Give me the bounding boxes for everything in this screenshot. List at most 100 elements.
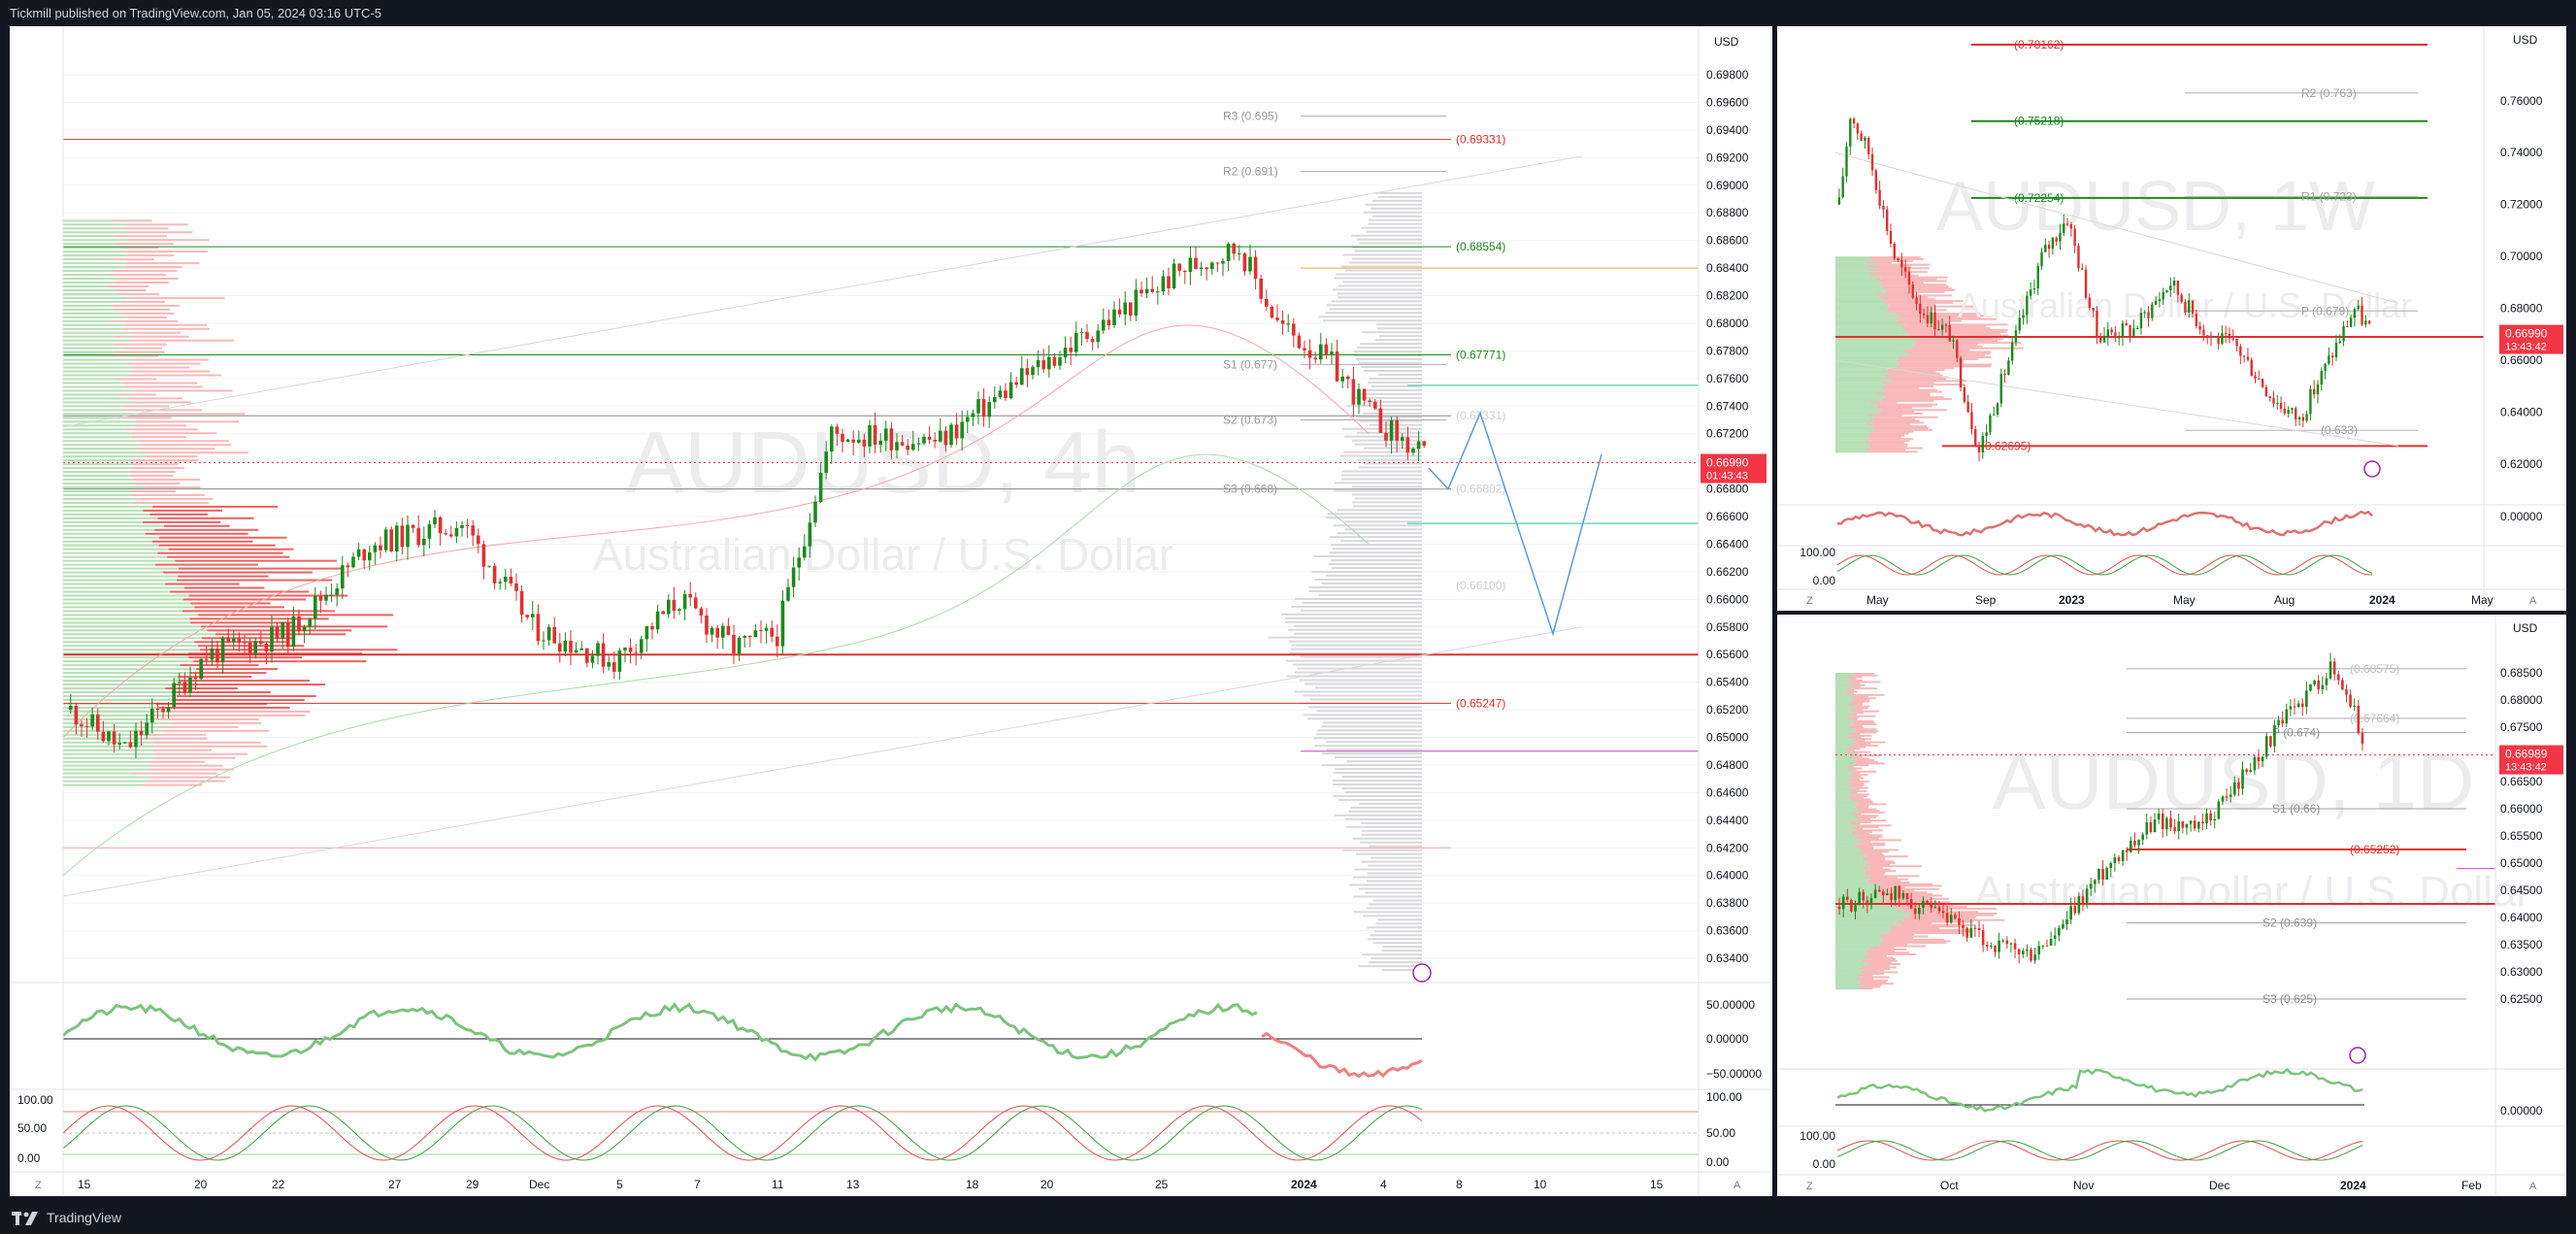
profile-bar-red: [1849, 695, 1869, 698]
profile-bar-green: [1835, 844, 1859, 847]
profile-bar-red: [1886, 288, 1956, 291]
profile-bar-green: [63, 281, 114, 283]
profile-bar-red: [1868, 401, 1898, 404]
profile-bar: [1377, 373, 1422, 376]
profile-bar-red: [157, 725, 239, 728]
osc-momentum-red: [1261, 1031, 1423, 1079]
profile-bar-green: [1835, 978, 1856, 981]
profile-bar-green: [1835, 372, 1890, 375]
profile-bar-green: [1835, 398, 1882, 401]
profile-bar-green: [63, 528, 155, 531]
profile-bar-green: [1835, 407, 1876, 410]
profile-bar-green: [1835, 718, 1849, 721]
profile-bar: [1309, 698, 1422, 701]
profile-bar-red: [1857, 851, 1883, 854]
profile-bar-red: [163, 729, 269, 732]
profile-bar-red: [1876, 891, 1928, 894]
profile-bar-green: [1835, 940, 1882, 943]
main-price-tick: 0.69200: [1706, 150, 1749, 164]
main-candle: [1346, 376, 1350, 380]
profile-bar-red: [188, 656, 303, 659]
weekly-candle: [1886, 209, 1889, 231]
time-tick: 8: [1456, 1178, 1463, 1191]
main-candle: [253, 641, 257, 655]
profile-bar: [1351, 493, 1422, 496]
main-candle: [786, 586, 790, 601]
weekly-candle: [2036, 266, 2039, 289]
main-price-tick: 0.69800: [1706, 68, 1749, 82]
weekly-candle: [2330, 355, 2334, 358]
profile-bar-red: [1888, 932, 1964, 935]
currency-label: USD: [1714, 35, 1739, 49]
profile-bar-red: [1907, 352, 1991, 355]
profile-bar-green: [1835, 920, 1898, 923]
profile-bar: [1321, 764, 1422, 767]
profile-bar-red: [1854, 719, 1873, 722]
profile-bar-red: [1856, 693, 1885, 696]
profile-bar-green: [1835, 315, 1899, 317]
price-tag-value: 0.66990: [1706, 456, 1749, 470]
profile-bar: [1363, 412, 1422, 415]
daily-chart-panel[interactable]: AUDUSD, 1D Australian Dollar / U.S. Doll…: [1777, 615, 2566, 1196]
main-candle: [1340, 376, 1344, 382]
profile-bar-green: [1835, 721, 1852, 724]
daily-price-axis: 0.685000.680000.675000.670000.665000.660…: [2349, 615, 2563, 1196]
main-chart-svg[interactable]: AUDUSD, 4h Australian Dollar / U.S. Doll…: [10, 26, 1772, 1196]
profile-bar-red: [1881, 298, 1936, 301]
main-oscillators: 50.000000.00000−50.00000100.0050.000.001…: [10, 982, 1772, 1169]
profile-bar-red: [1855, 741, 1886, 744]
profile-bar-green: [1835, 332, 1910, 335]
profile-bar: [1352, 505, 1422, 508]
weekly-chart-svg[interactable]: AUDUSD, 1W Australian Dollar / U.S. Doll…: [1777, 26, 2566, 611]
profile-bar: [1294, 632, 1422, 635]
profile-bar-green: [1835, 849, 1863, 851]
profile-bar-green: [1835, 889, 1879, 892]
weekly-candle: [2228, 333, 2231, 339]
daily-price-tick: 0.67500: [2500, 720, 2543, 734]
profile-bar: [1345, 825, 1422, 828]
daily-candle: [2213, 818, 2217, 821]
main-candle: [612, 662, 616, 672]
profile-bar-green: [1835, 959, 1862, 962]
footer-brand: TradingView: [47, 1210, 122, 1225]
profile-bar-red: [157, 517, 254, 519]
profile-bar-green: [1835, 850, 1864, 853]
profile-bar-green: [1835, 311, 1887, 314]
profile-bar-red: [134, 424, 187, 427]
daily-chart-svg[interactable]: AUDUSD, 1D Australian Dollar / U.S. Doll…: [1777, 615, 2566, 1196]
daily-watermark-symbol: AUDUSD, 1D: [1993, 738, 2475, 826]
osc2-left-tick: 0.00: [17, 1151, 41, 1165]
profile-bar-red: [1850, 827, 1864, 830]
main-candle: [1117, 309, 1122, 315]
profile-bar-red: [1846, 690, 1858, 693]
profile-bar-green: [1835, 974, 1857, 977]
time-tick: Nov: [2073, 1179, 2094, 1192]
weekly-candle: [2125, 322, 2128, 326]
main-chart-panel[interactable]: AUDUSD, 4h Australian Dollar / U.S. Doll…: [10, 26, 1772, 1196]
weekly-candle: [1974, 428, 1977, 446]
profile-bar: [1371, 207, 1422, 210]
profile-bar-red: [111, 258, 154, 261]
profile-bar: [1344, 817, 1422, 820]
weekly-candle: [2029, 289, 2032, 296]
weekly-candle: [2342, 325, 2345, 342]
weekly-chart-panel[interactable]: AUDUSD, 1W Australian Dollar / U.S. Doll…: [1777, 26, 2566, 611]
daily-candle: [2357, 706, 2361, 733]
profile-bar-red: [1847, 769, 1857, 772]
profile-bar-green: [1835, 692, 1847, 695]
tradingview-logo[interactable]: TradingView: [12, 1202, 121, 1234]
daily-candle: [2229, 794, 2232, 797]
main-price-tick: 0.68200: [1706, 289, 1749, 303]
profile-bar-green: [1835, 860, 1868, 863]
profile-bar-green: [63, 694, 178, 697]
daily-candle: [2141, 834, 2144, 840]
profile-bar-green: [1835, 378, 1891, 381]
profile-bar-green: [1835, 724, 1850, 727]
main-candle: [966, 417, 970, 422]
profile-bar-green: [63, 358, 135, 361]
weekly-candle: [2353, 309, 2357, 318]
profile-bar-green: [1835, 937, 1885, 940]
profile-bar-green: [1835, 719, 1855, 722]
profile-bar-green: [1835, 712, 1854, 715]
profile-bar-green: [1835, 935, 1879, 938]
